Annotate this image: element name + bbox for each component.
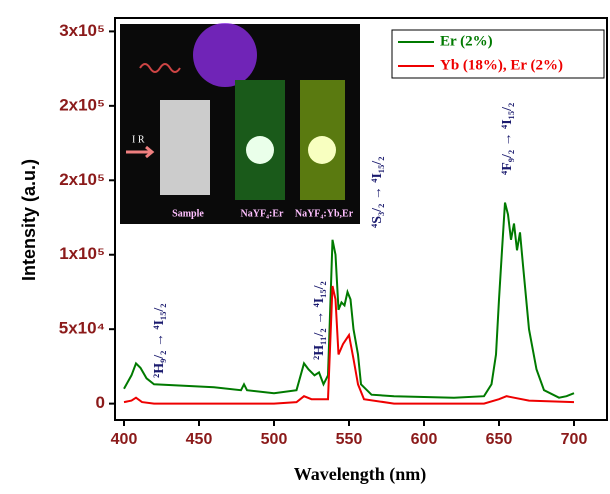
y-tick-label: 5x10⁴ — [59, 319, 105, 338]
y-tick-label: 1x10⁵ — [59, 244, 105, 263]
inset-label: NaYF₄:Er — [241, 208, 285, 219]
inset-glow-1 — [246, 136, 274, 164]
inset-label: NaYF₄:Yb,Er — [295, 208, 354, 219]
x-tick-label: 550 — [336, 431, 363, 448]
transition-label: ⁴S₃/₂ → ⁴I₁₅/₂ — [370, 157, 385, 228]
legend-label: Er (2%) — [440, 33, 493, 49]
y-tick-label: 2x10⁵ — [59, 170, 105, 189]
inset-label: I R — [132, 134, 145, 145]
transition-label: ²H₁₁/₂ → ⁴I₁₅/₂ — [312, 281, 327, 360]
inset-label: Sample — [172, 208, 204, 219]
inset-sample — [160, 100, 210, 195]
x-tick-label: 700 — [561, 431, 588, 448]
y-tick-label: 0 — [96, 393, 105, 412]
series-line — [124, 203, 574, 398]
inset: I R Sample NaYF₄:Er NaYF₄:Yb,Er — [120, 23, 360, 224]
x-tick-label: 450 — [186, 431, 213, 448]
x-tick-label: 650 — [486, 431, 513, 448]
y-tick-label: 3x10⁵ — [59, 21, 105, 40]
y-tick-label: 2x10⁵ — [59, 95, 105, 114]
x-tick-label: 600 — [411, 431, 438, 448]
chart: Wavelength (nm) Intensity (a.u.) I R Sam… — [0, 0, 610, 489]
x-tick-label: 400 — [111, 431, 138, 448]
transition-label: ²H₉/₂ → ⁴I₁₅/₂ — [152, 304, 167, 379]
transition-label: ⁴F₉/₂ → ⁴I₁₅/₂ — [500, 103, 515, 175]
y-axis-label: Intensity (a.u.) — [19, 159, 39, 281]
inset-glow-2 — [308, 136, 336, 164]
inset-sphere — [193, 23, 257, 87]
legend-label: Yb (18%), Er (2%) — [440, 57, 563, 73]
x-axis-label: Wavelength (nm) — [294, 464, 427, 485]
x-tick-label: 500 — [261, 431, 288, 448]
